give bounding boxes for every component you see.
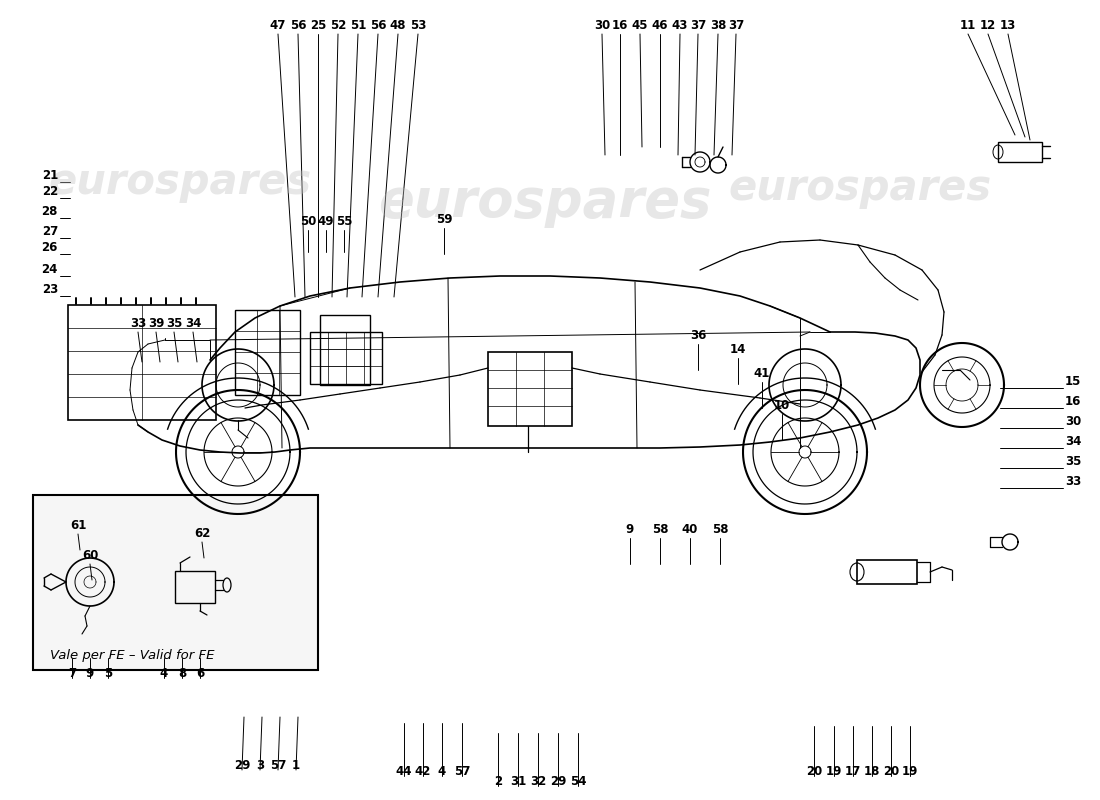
Bar: [857, 560, 917, 584]
Text: 10: 10: [774, 399, 790, 412]
Text: 45: 45: [631, 19, 648, 32]
Text: 37: 37: [690, 19, 706, 32]
Text: 27: 27: [42, 225, 58, 238]
Text: 7: 7: [68, 667, 76, 680]
Bar: [310, 332, 382, 384]
Text: 51: 51: [350, 19, 366, 32]
Text: 31: 31: [510, 775, 526, 788]
Text: eurospares: eurospares: [48, 161, 311, 203]
Text: 48: 48: [389, 19, 406, 32]
Text: 22: 22: [42, 185, 58, 198]
Bar: [33, 495, 318, 670]
Text: 59: 59: [436, 213, 452, 226]
Text: 50: 50: [300, 215, 316, 228]
Text: 20: 20: [883, 765, 899, 778]
Text: 26: 26: [42, 241, 58, 254]
Text: 3: 3: [256, 759, 264, 772]
Text: 54: 54: [570, 775, 586, 788]
Text: 9: 9: [626, 523, 634, 536]
Text: 39: 39: [147, 317, 164, 330]
Bar: [320, 315, 370, 385]
Text: 49: 49: [318, 215, 334, 228]
Text: 42: 42: [415, 765, 431, 778]
Text: 52: 52: [330, 19, 346, 32]
Text: 6: 6: [196, 667, 205, 680]
Text: 15: 15: [1065, 375, 1081, 388]
Text: Vale per FE – Valid for FE: Vale per FE – Valid for FE: [50, 649, 215, 662]
Text: 46: 46: [651, 19, 669, 32]
Text: 30: 30: [594, 19, 610, 32]
Bar: [488, 352, 572, 426]
Text: 37: 37: [728, 19, 744, 32]
Text: 38: 38: [710, 19, 726, 32]
Bar: [68, 305, 216, 420]
Text: 58: 58: [651, 523, 669, 536]
Text: 19: 19: [902, 765, 918, 778]
Text: 58: 58: [712, 523, 728, 536]
Text: 34: 34: [185, 317, 201, 330]
Text: eurospares: eurospares: [378, 176, 712, 228]
Text: 44: 44: [396, 765, 412, 778]
Text: 12: 12: [980, 19, 997, 32]
Text: 43: 43: [672, 19, 689, 32]
Bar: [235, 310, 300, 395]
Text: 11: 11: [960, 19, 976, 32]
Text: 21: 21: [42, 169, 58, 182]
Text: 35: 35: [166, 317, 183, 330]
Text: 62: 62: [194, 527, 210, 540]
Text: 29: 29: [234, 759, 250, 772]
Text: 61: 61: [69, 519, 86, 532]
Text: 57: 57: [270, 759, 286, 772]
Text: 30: 30: [1065, 415, 1081, 428]
Text: 29: 29: [550, 775, 566, 788]
Text: 2: 2: [494, 775, 502, 788]
Text: 28: 28: [42, 205, 58, 218]
Text: 41: 41: [754, 367, 770, 380]
Text: 33: 33: [130, 317, 146, 330]
Text: 36: 36: [690, 329, 706, 342]
Text: 20: 20: [806, 765, 822, 778]
Text: 56: 56: [370, 19, 386, 32]
Bar: [175, 571, 214, 603]
Text: 57: 57: [454, 765, 470, 778]
Text: 16: 16: [1065, 395, 1081, 408]
Text: 32: 32: [530, 775, 546, 788]
Text: 18: 18: [864, 765, 880, 778]
Text: 14: 14: [729, 343, 746, 356]
Text: 35: 35: [1065, 455, 1081, 468]
Text: 47: 47: [270, 19, 286, 32]
Text: 1: 1: [292, 759, 300, 772]
Text: 5: 5: [103, 667, 112, 680]
Text: 60: 60: [81, 549, 98, 562]
Text: 23: 23: [42, 283, 58, 296]
Text: 34: 34: [1065, 435, 1081, 448]
Text: 55: 55: [336, 215, 352, 228]
Text: 40: 40: [682, 523, 698, 536]
Text: 16: 16: [612, 19, 628, 32]
Bar: [998, 142, 1042, 162]
Text: 24: 24: [42, 263, 58, 276]
Text: 17: 17: [845, 765, 861, 778]
Text: 25: 25: [310, 19, 327, 32]
Text: 19: 19: [826, 765, 843, 778]
Text: eurospares: eurospares: [728, 167, 991, 209]
Text: 13: 13: [1000, 19, 1016, 32]
Text: 4: 4: [160, 667, 168, 680]
Text: 9: 9: [86, 667, 95, 680]
Text: 4: 4: [438, 765, 447, 778]
Text: 56: 56: [289, 19, 306, 32]
Text: 8: 8: [178, 667, 186, 680]
Text: 53: 53: [410, 19, 426, 32]
Text: 33: 33: [1065, 475, 1081, 488]
